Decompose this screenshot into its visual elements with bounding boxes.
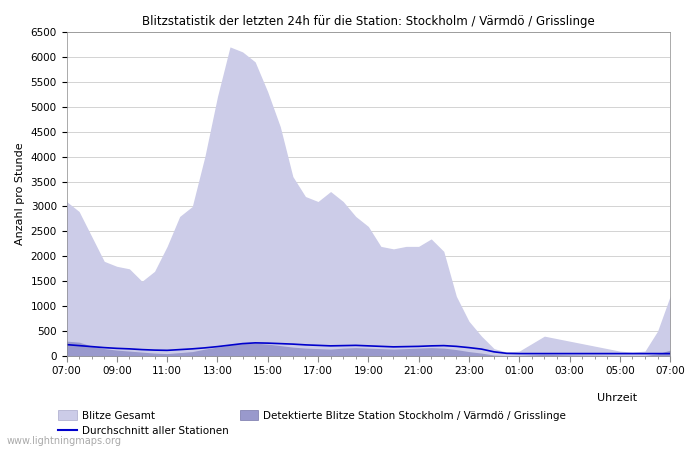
Title: Blitzstatistik der letzten 24h für die Station: Stockholm / Värmdö / Grisslinge: Blitzstatistik der letzten 24h für die S… (142, 15, 595, 28)
Y-axis label: Anzahl pro Stunde: Anzahl pro Stunde (15, 143, 25, 245)
Text: Uhrzeit: Uhrzeit (597, 393, 637, 403)
Text: www.lightningmaps.org: www.lightningmaps.org (7, 436, 122, 446)
Legend: Blitze Gesamt, Durchschnitt aller Stationen, Detektierte Blitze Station Stockhol: Blitze Gesamt, Durchschnitt aller Statio… (54, 406, 570, 440)
